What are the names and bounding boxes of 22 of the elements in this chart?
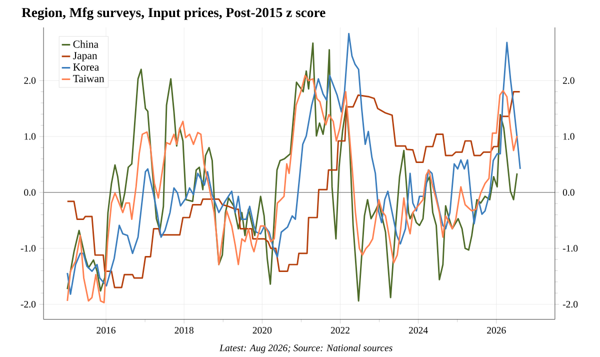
legend-label: Korea (73, 64, 99, 71)
y-tick-label: -1.0 (20, 245, 36, 252)
x-tick-label: 2026 (487, 327, 506, 334)
legend-label: China (73, 40, 98, 48)
y2-tick-label: 2.0 (562, 77, 574, 84)
y2-tick-label: 1.0 (563, 133, 574, 140)
x-tick-label: 2016 (96, 327, 116, 334)
legend-label: Japan (73, 52, 98, 62)
y-tick-label: -2.0 (20, 301, 36, 308)
x-tick-label: 2022 (330, 327, 350, 334)
y-tick-label: 0.0 (24, 189, 36, 196)
x-tick-label: 2020 (252, 327, 272, 334)
x-tick-label: 2024 (408, 327, 428, 334)
y-tick-label: 1.0 (24, 133, 36, 140)
chart-title: Region, Mfg surveys, Input prices, Post-2015 z score (22, 8, 326, 20)
y2-tick-label: -1.0 (562, 245, 578, 252)
legend-label: Taiwan (73, 75, 104, 82)
y2-tick-label: -2.0 (562, 301, 578, 308)
y-tick-label: 2.0 (24, 77, 36, 84)
y2-tick-label: 0.0 (562, 189, 574, 196)
x-tick-label: 2018 (174, 327, 194, 334)
text: Latest: Aug 2026; Source: National sources (219, 344, 392, 354)
